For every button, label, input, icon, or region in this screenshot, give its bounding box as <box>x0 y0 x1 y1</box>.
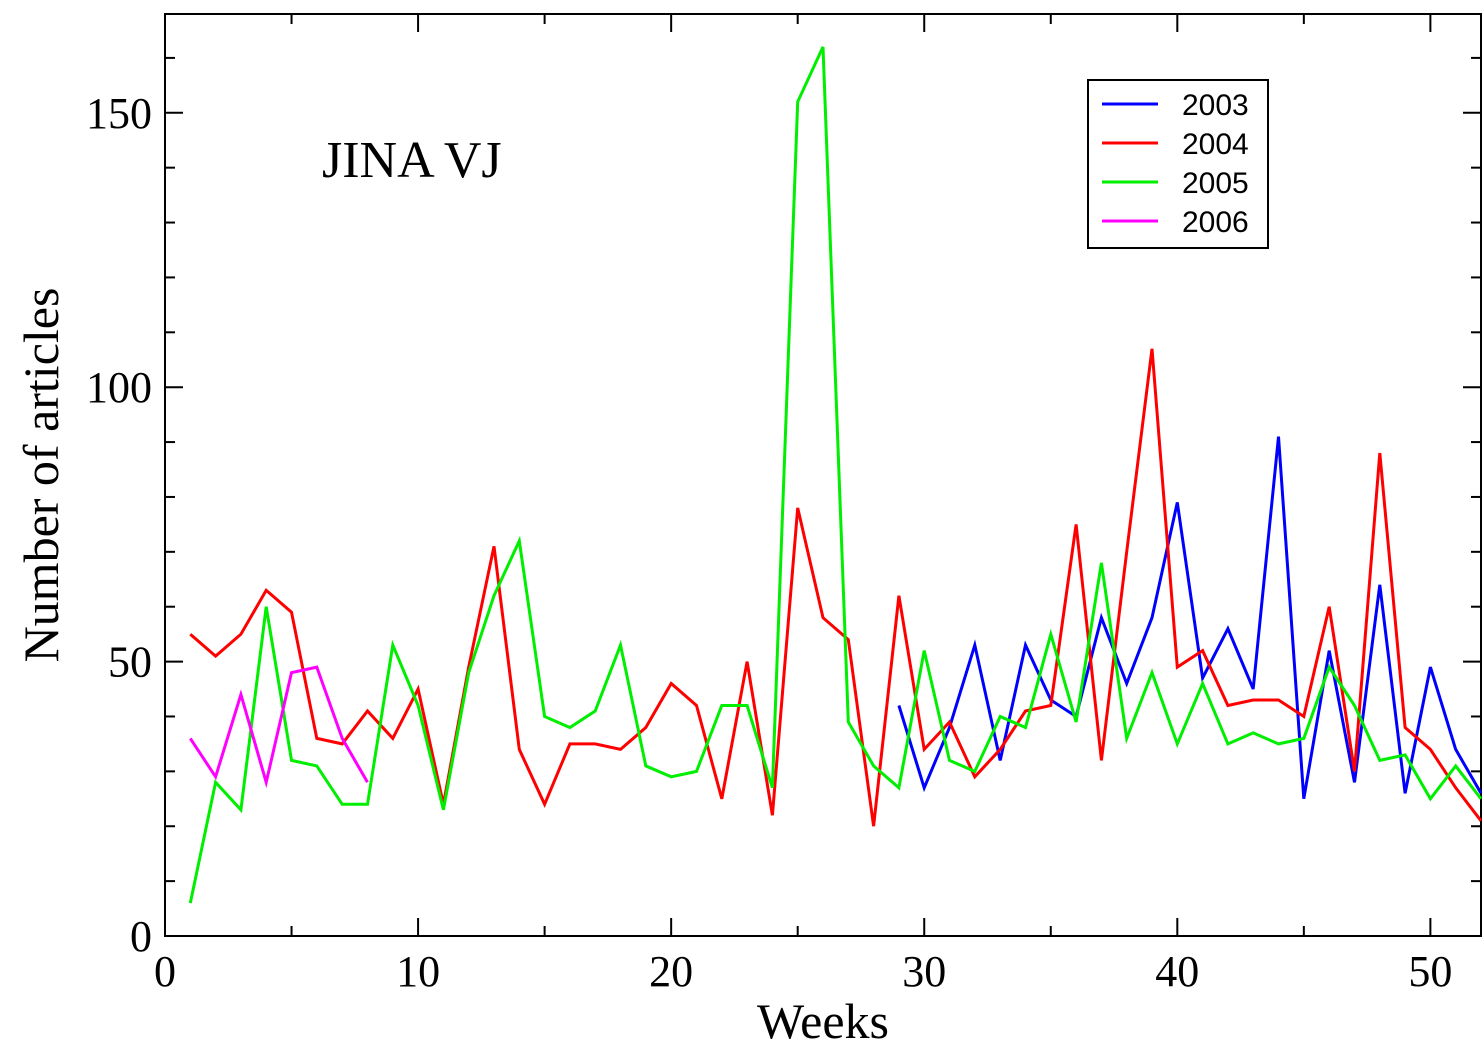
series-line-2003 <box>897 436 1483 800</box>
y-tick-label: 150 <box>86 89 152 138</box>
y-tick-label: 0 <box>130 912 152 961</box>
x-axis-label: Weeks <box>757 993 889 1047</box>
legend-label-2005: 2005 <box>1182 167 1249 200</box>
series-line-2006 <box>189 665 369 789</box>
series-line-2004 <box>189 348 1483 827</box>
x-tick-label: 20 <box>649 947 693 996</box>
y-tick-label: 50 <box>108 638 152 687</box>
legend-label-2006: 2006 <box>1182 206 1249 239</box>
legend-label-2004: 2004 <box>1182 128 1249 161</box>
series-line-2005 <box>188 46 1483 904</box>
x-tick-label: 40 <box>1155 947 1199 996</box>
tick-labels: 0 10 20 30 40 50 0 50 100 150 <box>86 89 1452 996</box>
legend-box <box>1087 79 1269 249</box>
x-tick-label: 30 <box>902 947 946 996</box>
series-lines <box>188 46 1483 904</box>
y-axis-label: Number of articles <box>13 288 69 663</box>
y-tick-label: 100 <box>86 363 152 412</box>
plot-frame <box>164 13 1482 937</box>
x-tick-label: 0 <box>154 947 176 996</box>
x-tick-label: 10 <box>396 947 440 996</box>
legend: 2003 2004 2005 2006 <box>1087 79 1269 249</box>
chart-annotation: JINA VJ <box>322 132 502 189</box>
x-tick-label: 50 <box>1408 947 1452 996</box>
axis-ticks <box>164 14 1481 937</box>
legend-label-2003: 2003 <box>1182 89 1249 122</box>
